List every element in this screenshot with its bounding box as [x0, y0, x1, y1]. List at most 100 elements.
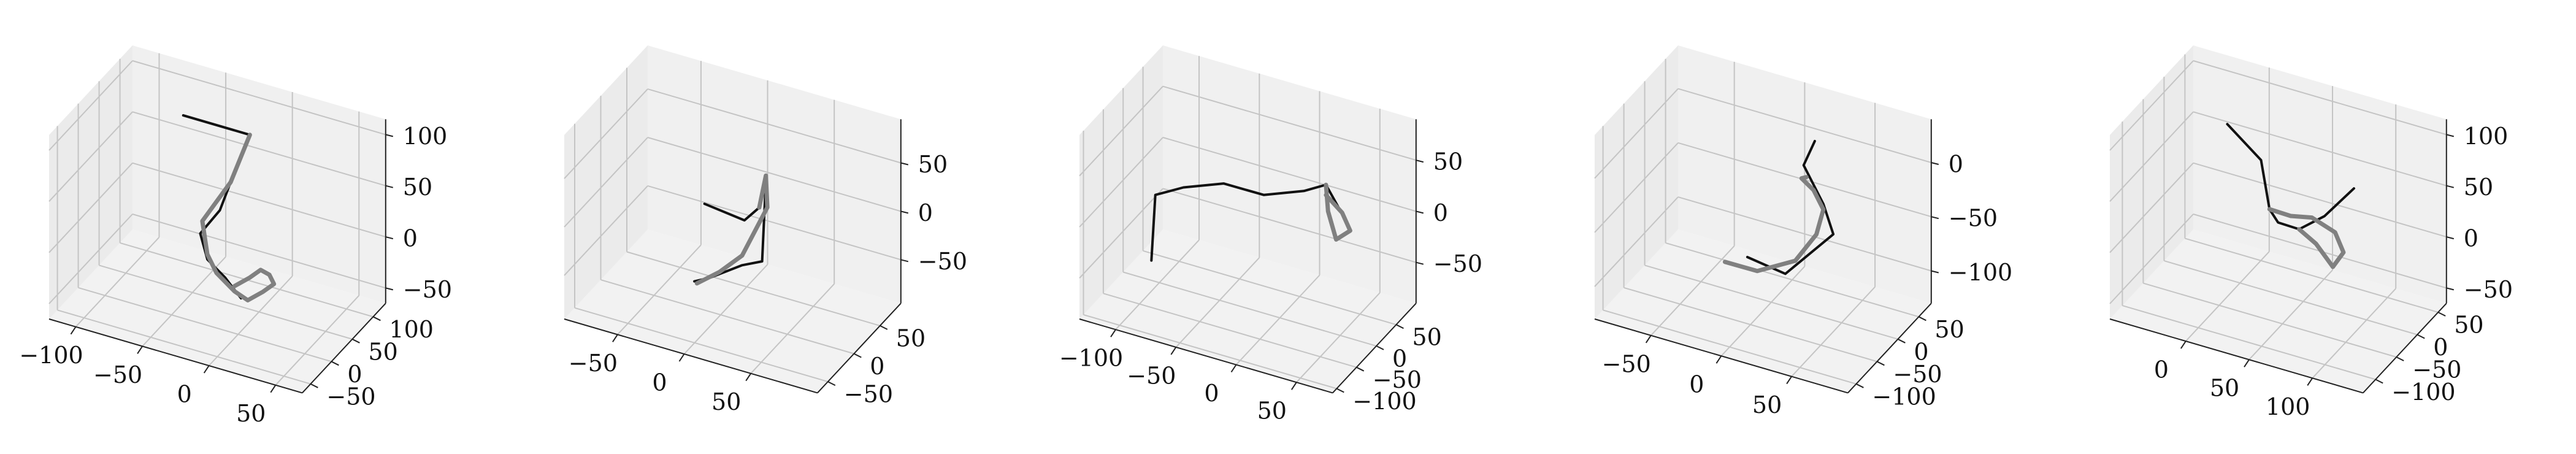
y-gridline: [1103, 293, 1357, 368]
z-tick-label: 0: [403, 225, 418, 252]
z-tick-mark: [2446, 287, 2455, 291]
z-gridline: [647, 88, 902, 164]
x-tick-label: 50: [236, 400, 266, 427]
z-tick-mark: [1931, 162, 1939, 165]
z-tick-label: 100: [403, 123, 448, 150]
x-tick-label: 0: [2154, 356, 2169, 383]
y-tick-mark: [853, 353, 862, 358]
z-gridline: [564, 185, 648, 276]
x-tick-mark: [1230, 364, 1237, 373]
y-tick-label: −50: [1893, 361, 1942, 388]
z-tick-mark: [1931, 270, 1939, 274]
y-tick-mark: [1897, 338, 1906, 344]
z-tick-mark: [900, 210, 909, 214]
z-gridline: [1594, 196, 1679, 287]
z-tick-label: −50: [1949, 205, 1998, 232]
left-wall-pane: [1595, 45, 1678, 319]
z-tick-mark: [900, 162, 909, 166]
y-tick-mark: [1356, 366, 1365, 372]
z-gridline: [48, 60, 133, 151]
z-gridline: [2193, 111, 2447, 187]
z-tick-label: 0: [2464, 225, 2478, 252]
x-tick-mark: [203, 365, 210, 374]
series-1-line: [2226, 123, 2355, 231]
z-tick-mark: [385, 236, 394, 240]
z-tick-label: 0: [1949, 151, 1963, 178]
z-gridline: [647, 185, 902, 261]
z-gridline: [48, 111, 133, 202]
y-axis-line: [1847, 302, 1932, 394]
x-gridline: [1650, 245, 1735, 336]
z-gridline: [2109, 163, 2194, 253]
y-tick-mark: [1336, 388, 1344, 393]
x-tick-label: −50: [569, 350, 618, 377]
z-tick-label: −100: [1949, 259, 2012, 286]
z-gridline: [1594, 142, 1679, 233]
y-tick-mark: [310, 383, 318, 388]
x-tick-mark: [2180, 340, 2187, 349]
x-axis-line: [48, 318, 303, 394]
y-tick-label: 50: [368, 338, 397, 365]
y-tick-label: 0: [1392, 345, 1407, 372]
z-tick-label: −50: [1433, 250, 1482, 277]
x-gridline: [1235, 274, 1321, 366]
x-gridline: [1720, 266, 1806, 356]
z-gridline: [1162, 188, 1417, 263]
y-gridline: [1665, 242, 1919, 318]
z-gridline: [2109, 111, 2194, 202]
series-2-line: [1324, 182, 1352, 242]
y-gridline: [57, 309, 311, 385]
z-gridline: [1162, 137, 1417, 212]
z-gridline: [1079, 137, 1163, 228]
x-tick-mark: [70, 326, 77, 335]
z-tick-mark: [2446, 185, 2455, 188]
y-gridline: [1644, 264, 1898, 340]
z-tick-mark: [385, 134, 394, 137]
z-gridline: [1677, 196, 1932, 272]
series-2-line: [694, 173, 770, 286]
z-gridline: [2109, 60, 2194, 151]
z-gridline: [1594, 88, 1679, 179]
y-gridline: [1623, 287, 1877, 363]
x-tick-mark: [678, 353, 685, 362]
x-tick-label: 50: [1257, 398, 1287, 425]
back-wall-pane: [2193, 45, 2447, 304]
y-axis-line: [2363, 302, 2447, 394]
y-tick-label: 50: [896, 325, 926, 352]
floor-pane: [564, 229, 901, 393]
y-tick-mark: [1855, 383, 1864, 388]
y-tick-label: 0: [2433, 334, 2448, 361]
z-tick-label: 0: [1433, 199, 1448, 226]
x-gridline: [1791, 286, 1876, 377]
x-tick-label: 0: [652, 369, 667, 396]
z-tick-label: −50: [918, 248, 967, 275]
y-axis-line: [817, 302, 902, 394]
y-tick-label: −100: [2391, 379, 2455, 406]
x-tick-mark: [1170, 347, 1177, 355]
y-tick-label: 50: [1412, 324, 1441, 351]
x-gridline: [2312, 288, 2396, 379]
x-tick-label: −50: [93, 361, 142, 388]
z-tick-label: −50: [2464, 276, 2513, 303]
x-gridline: [1115, 239, 1200, 330]
series-2-line: [200, 133, 277, 302]
y-gridline: [1143, 250, 1397, 326]
x-gridline: [1175, 257, 1260, 348]
y-gridline: [1122, 271, 1377, 347]
z-gridline: [2109, 214, 2194, 304]
z-tick-label: 0: [918, 199, 933, 226]
x-tick-mark: [1715, 355, 1722, 364]
x-tick-label: −50: [1602, 350, 1651, 377]
z-tick-label: 50: [403, 174, 432, 201]
x-tick-label: −100: [19, 342, 83, 369]
series-1-line: [1746, 140, 1835, 275]
y-tick-label: 0: [347, 361, 362, 388]
z-tick-label: 50: [918, 151, 948, 178]
z-gridline: [564, 88, 648, 179]
x-gridline: [750, 283, 835, 374]
y-tick-mark: [1918, 316, 1926, 321]
